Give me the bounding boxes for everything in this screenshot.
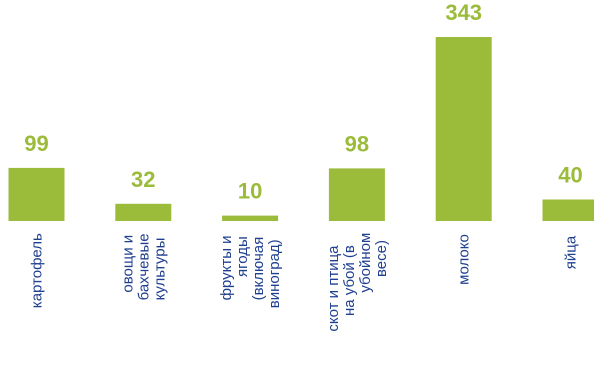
category-label: на убой (в (341, 245, 358, 316)
data-label: 40 (558, 163, 582, 188)
bar (328, 168, 385, 221)
data-label: 10 (238, 179, 262, 204)
category-label: яйца (563, 235, 580, 269)
bar (222, 215, 279, 221)
data-label: 32 (131, 167, 155, 192)
bar (115, 203, 172, 221)
bar (8, 167, 65, 221)
data-label: 99 (24, 131, 48, 156)
category-label: скот и птица (325, 245, 342, 332)
category-label: весе) (373, 240, 390, 277)
category-label: убойном (357, 233, 374, 293)
bar (435, 37, 492, 221)
bar (542, 199, 594, 221)
category-label: фрукты и (218, 235, 235, 300)
category-label: овощи и (119, 235, 136, 293)
category-label: культуры (151, 238, 168, 301)
category-label: (включая (250, 237, 267, 301)
category-label: молоко (456, 234, 473, 285)
data-label: 343 (445, 0, 482, 25)
data-label: 98 (345, 131, 369, 156)
category-label: бахчевые (135, 233, 152, 300)
category-label: ягоды (234, 236, 251, 277)
category-label: виноград) (266, 239, 283, 308)
category-label: картофель (29, 233, 46, 308)
